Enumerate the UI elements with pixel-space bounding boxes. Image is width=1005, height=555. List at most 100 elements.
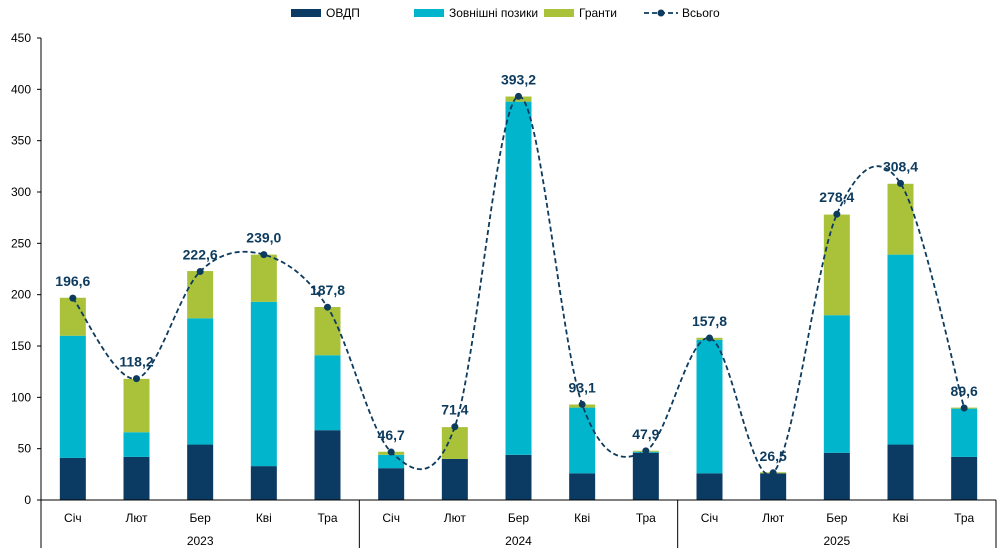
bar-segment-series-0 [505,454,532,500]
x-tick-label: Лют [762,511,785,525]
total-data-label: 47,9 [632,426,659,442]
bar-segment-series-1 [569,407,596,474]
group-label: 2024 [505,534,532,548]
x-tick-label: Лют [125,511,148,525]
total-data-label: 239,0 [246,230,281,246]
y-tick-label: 50 [18,442,32,456]
legend-swatch [544,9,574,17]
bar-segment-series-0 [314,430,341,500]
bar-segment-series-2 [314,306,341,356]
legend-label: Гранти [579,6,617,20]
total-point [196,267,204,275]
bar-segment-series-0 [569,473,596,500]
bar-segment-series-1 [887,254,914,445]
total-data-label: 89,6 [951,383,978,399]
total-data-label: 26,5 [760,448,787,464]
bar-segment-series-1 [378,454,405,469]
legend-label: ОВДП [326,6,360,20]
bar-segment-series-0 [887,444,914,500]
bar-segment-series-1 [250,301,277,467]
total-data-label: 278,4 [819,189,854,205]
bar-segment-series-2 [187,271,214,319]
x-axis: Січ Лют Бер Кві Тра Січ Лют Бер Кві Тра Січ Лют Бер К… [40,499,997,548]
legend-label: Зовнішні позики [449,6,538,20]
bar-segment-series-2 [887,183,914,255]
group-label: 2023 [187,534,214,548]
bar-segment-series-0 [760,473,787,500]
y-tick-label: 150 [11,339,31,353]
y-tick-label: 400 [11,82,31,96]
x-tick-label: Тра [954,511,974,525]
y-tick-label: 300 [11,185,31,199]
total-point [960,404,968,412]
total-point [451,423,459,431]
bar-segment-series-1 [696,339,723,474]
x-tick-label: Бер [190,511,212,525]
bar-segment-series-0 [123,456,150,500]
bar-segment-series-2 [250,254,277,302]
y-tick-label: 200 [11,288,31,302]
bar-segment-series-0 [696,473,723,500]
total-data-label: 222,6 [183,246,218,262]
total-data-label: 308,4 [883,158,918,174]
bar-segment-series-0 [632,452,659,500]
bar-segment-series-0 [378,468,405,500]
total-point [769,469,777,477]
y-tick-label: 350 [11,134,31,148]
x-tick-label: Січ [701,511,719,525]
x-tick-label: Тра [317,511,337,525]
legend-item-ovdp: ОВДП [291,6,360,20]
total-point [260,251,268,259]
x-tick-label: Кві [256,511,272,525]
y-tick-label: 100 [11,390,31,404]
legend-swatch [291,9,321,17]
bar-segment-series-0 [823,452,850,500]
total-data-label: 393,2 [501,71,536,87]
total-point [69,294,77,302]
legend: ОВДП Зовнішні позики Гранти Всього [291,6,720,20]
total-data-label: 157,8 [692,313,727,329]
y-tick-label: 450 [11,31,31,45]
bar-segment-series-1 [59,335,86,458]
total-point [387,448,395,456]
total-point [706,334,713,342]
total-data-label: 46,7 [378,427,405,443]
bars [59,96,978,500]
total-point [642,447,650,455]
total-point [133,375,140,383]
x-tick-label: Січ [64,511,82,525]
total-data-label: 187,8 [310,282,345,298]
bar-segment-series-1 [123,432,150,457]
x-tick-label: Лют [444,511,467,525]
total-point [833,210,841,218]
bar-segment-series-2 [823,214,850,316]
total-line-path [72,95,966,476]
total-line: 196,6 118,2 222,6 239,0 187,8 46,7 71,4 393,2 93… [55,71,978,477]
legend-swatch [414,9,444,17]
y-axis: 0 50 100 150 200 250 300 350 400 450 [11,31,42,507]
bar-segment-series-1 [951,408,978,457]
group-label: 2025 [823,534,850,548]
y-tick-label: 250 [11,236,31,250]
bar-segment-series-2 [59,297,86,336]
total-data-label: 196,6 [55,273,90,289]
legend-item-total: Всього [644,6,720,20]
bar-segment-series-1 [314,355,341,431]
total-point [515,92,522,100]
total-data-label: 71,4 [441,402,468,418]
legend-label: Всього [682,6,720,20]
y-tick-label: 0 [24,493,31,507]
bar-segment-series-0 [59,457,86,500]
bar-segment-series-0 [187,444,214,500]
bar-segment-series-0 [441,458,468,500]
x-tick-label: Січ [382,511,400,525]
legend-item-external-loans: Зовнішні позики [414,6,538,20]
x-tick-label: Кві [892,511,908,525]
bar-segment-series-1 [505,101,532,455]
total-point [578,400,586,408]
bar-segment-series-1 [187,318,214,445]
total-data-label: 93,1 [569,379,596,395]
bar-segment-series-2 [441,427,468,459]
bar-segment-series-0 [951,456,978,500]
